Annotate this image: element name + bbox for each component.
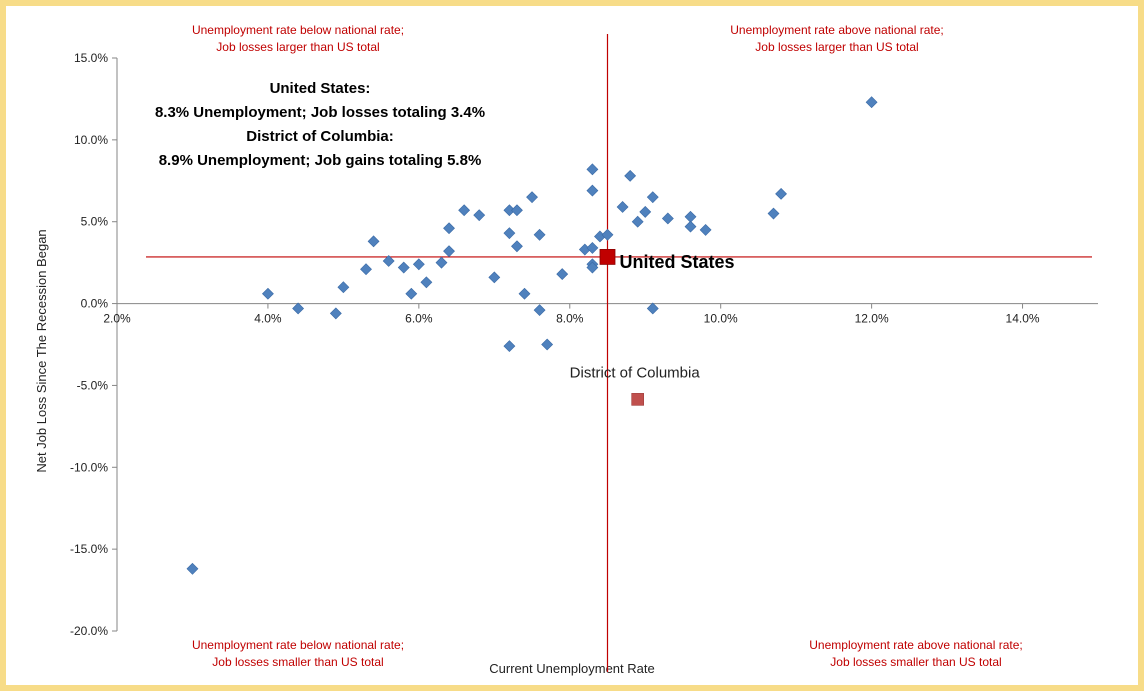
district-of-columbia-marker xyxy=(631,393,644,406)
state-data-point xyxy=(775,187,787,200)
state-data-point xyxy=(646,302,659,315)
state-data-point xyxy=(458,204,471,217)
x-tick-label: 2.0% xyxy=(103,312,131,326)
y-tick-label: 10.0% xyxy=(74,133,108,147)
y-tick-label: 5.0% xyxy=(81,215,109,229)
state-data-point xyxy=(631,215,644,228)
state-data-point xyxy=(646,191,659,204)
x-tick-labels: 2.0% 4.0% 6.0% 8.0% 10.0% 12.0% 14.0% xyxy=(103,303,1040,326)
state-data-point xyxy=(518,287,531,300)
state-data-point xyxy=(473,209,486,222)
state-data-point xyxy=(601,228,614,241)
state-data-point xyxy=(261,287,274,300)
state-data-point xyxy=(586,241,599,254)
state-data-point xyxy=(556,268,569,281)
info-dc-heading: District of Columbia: xyxy=(246,128,394,145)
state-data-point xyxy=(488,271,501,284)
state-data-point xyxy=(405,287,418,300)
state-data-point xyxy=(503,227,516,240)
state-points xyxy=(186,96,878,575)
state-data-point xyxy=(412,258,425,271)
quadrant-top-right-line2: Job losses larger than US total xyxy=(755,40,918,54)
state-data-point xyxy=(541,338,554,351)
x-axis-title: Current Unemployment Rate xyxy=(489,661,654,676)
x-tick-label: 6.0% xyxy=(405,312,433,326)
info-dc-detail: 8.9% Unemployment; Job gains totaling 5.… xyxy=(159,152,482,169)
state-data-point xyxy=(661,212,674,225)
state-data-point xyxy=(397,261,410,274)
state-data-point xyxy=(367,235,380,248)
state-data-point xyxy=(616,201,629,213)
y-tick-label: -10.0% xyxy=(70,460,108,474)
x-tick-label: 12.0% xyxy=(855,312,889,326)
state-data-point xyxy=(360,263,372,276)
scatter-chart: 15.0% 10.0% 5.0% 0.0% -5.0% -10.0% -15.0% -20.0… xyxy=(34,23,1098,676)
state-data-point xyxy=(186,562,199,575)
state-data-point xyxy=(533,304,546,317)
x-tick-label: 14.0% xyxy=(1006,312,1040,326)
quadrant-bottom-left-line1: Unemployment rate below national rate; xyxy=(192,638,404,652)
state-data-point xyxy=(503,340,516,353)
quadrant-top-left-line2: Job losses larger than US total xyxy=(216,40,379,54)
state-data-point xyxy=(865,96,878,109)
state-data-point xyxy=(639,205,652,218)
x-tick-label: 10.0% xyxy=(704,312,738,326)
state-data-point xyxy=(329,307,342,320)
state-data-point xyxy=(382,255,395,267)
state-data-point xyxy=(684,220,697,233)
united-states-label: United States xyxy=(620,252,735,272)
united-states-marker xyxy=(599,249,616,265)
y-tick-label: 0.0% xyxy=(81,297,109,311)
y-axis-title: Net Job Loss Since The Recession Began xyxy=(34,229,49,472)
state-data-point xyxy=(684,210,697,223)
state-data-point xyxy=(337,281,350,294)
district-of-columbia-label: District of Columbia xyxy=(570,364,701,381)
state-data-point xyxy=(699,223,712,236)
state-data-point xyxy=(292,302,305,315)
y-tick-label: -15.0% xyxy=(70,542,108,556)
y-tick-label: 15.0% xyxy=(74,51,108,65)
state-data-point xyxy=(443,222,455,235)
quadrant-top-right-line1: Unemployment rate above national rate; xyxy=(730,23,943,37)
state-data-point xyxy=(767,207,780,220)
state-data-point xyxy=(586,261,599,274)
state-data-point xyxy=(511,204,523,217)
state-data-point xyxy=(443,245,455,258)
x-tick-label: 4.0% xyxy=(254,312,282,326)
quadrant-bottom-right-line1: Unemployment rate above national rate; xyxy=(809,638,1022,652)
state-data-point xyxy=(420,276,433,289)
quadrant-bottom-right-line2: Job losses smaller than US total xyxy=(830,655,1001,669)
x-tick-label: 8.0% xyxy=(556,312,584,326)
y-tick-labels: 15.0% 10.0% 5.0% 0.0% -5.0% -10.0% -15.0% -20.0… xyxy=(70,51,117,638)
state-data-point xyxy=(624,169,637,182)
state-data-point xyxy=(435,256,448,269)
state-data-point xyxy=(586,163,599,176)
y-tick-label: -20.0% xyxy=(70,624,108,638)
state-data-point xyxy=(533,228,546,241)
state-data-point xyxy=(586,184,599,197)
info-us-heading: United States: xyxy=(270,80,371,97)
y-tick-label: -5.0% xyxy=(77,378,109,392)
quadrant-bottom-left-line2: Job losses smaller than US total xyxy=(212,655,383,669)
quadrant-top-left-line1: Unemployment rate below national rate; xyxy=(192,23,404,37)
info-us-detail: 8.3% Unemployment; Job losses totaling 3… xyxy=(155,104,485,121)
state-data-point xyxy=(511,240,523,253)
state-data-point xyxy=(526,191,538,204)
